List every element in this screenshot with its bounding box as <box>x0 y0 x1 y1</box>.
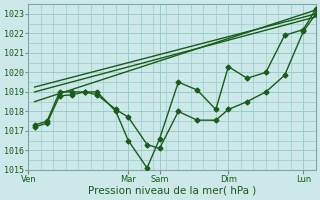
X-axis label: Pression niveau de la mer( hPa ): Pression niveau de la mer( hPa ) <box>88 186 256 196</box>
